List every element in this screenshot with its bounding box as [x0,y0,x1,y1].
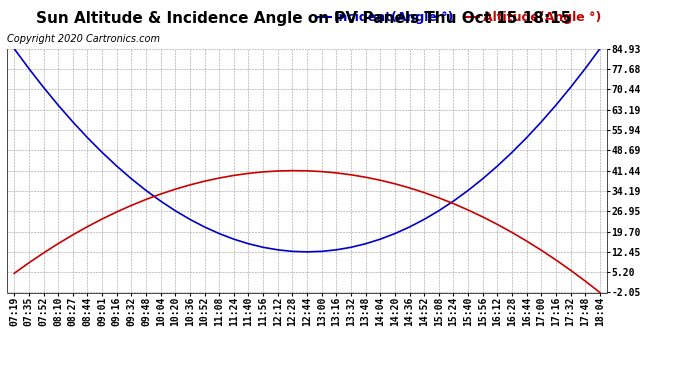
Text: Copyright 2020 Cartronics.com: Copyright 2020 Cartronics.com [7,34,160,44]
Legend: Incident(Angle °), Altitude(Angle °): Incident(Angle °), Altitude(Angle °) [315,11,601,24]
Text: Sun Altitude & Incidence Angle on PV Panels Thu Oct 15 18:15: Sun Altitude & Incidence Angle on PV Pan… [36,11,571,26]
